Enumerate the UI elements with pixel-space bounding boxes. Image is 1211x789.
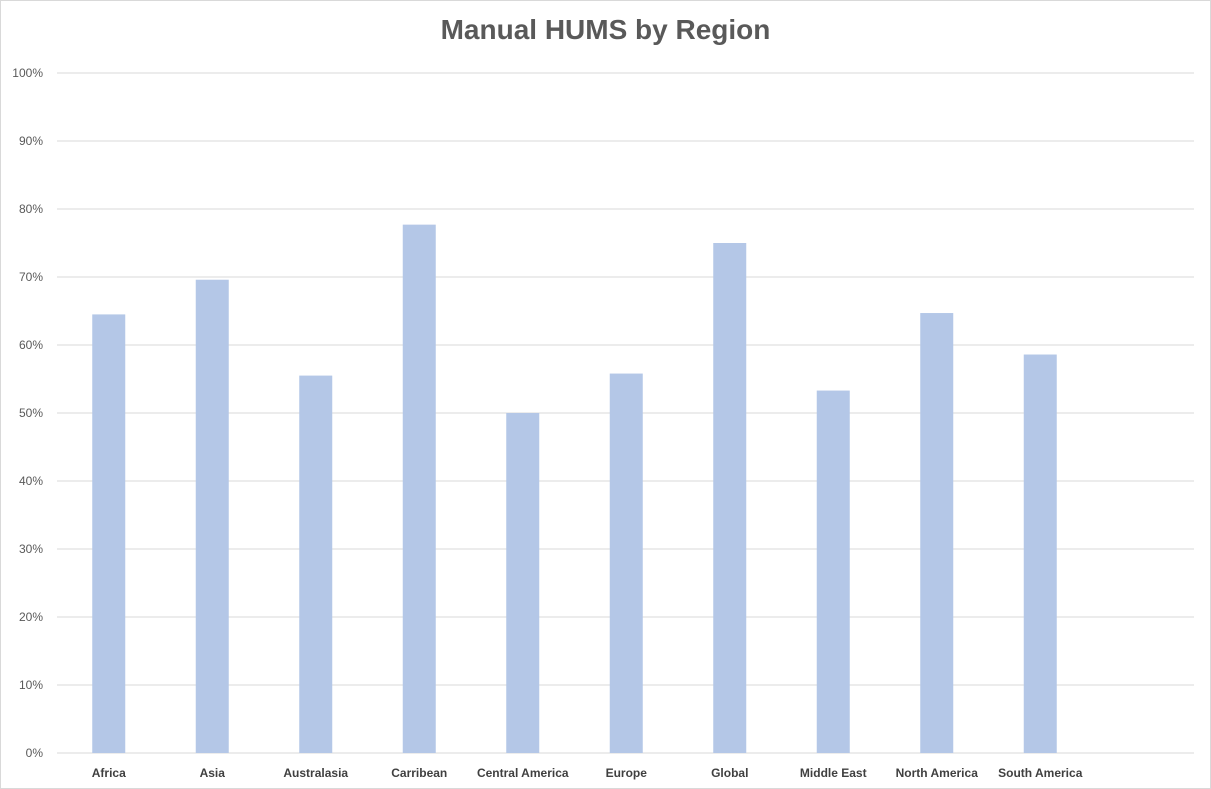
- bar-south-america: [1023, 354, 1057, 753]
- x-tick-label: South America: [998, 766, 1083, 780]
- y-tick-label: 40%: [19, 474, 43, 488]
- y-tick-label: 30%: [19, 542, 43, 556]
- x-tick-label: Global: [711, 766, 748, 780]
- bar-global: [713, 243, 747, 753]
- y-tick-label: 50%: [19, 406, 43, 420]
- bar-north-america: [920, 313, 954, 753]
- y-tick-label: 100%: [12, 66, 43, 80]
- x-tick-label: North America: [896, 766, 979, 780]
- x-tick-label: Middle East: [800, 766, 867, 780]
- x-tick-label: Europe: [606, 766, 648, 780]
- bar-africa: [92, 314, 126, 753]
- y-tick-label: 10%: [19, 678, 43, 692]
- x-tick-label: Africa: [92, 766, 126, 780]
- y-tick-label: 90%: [19, 134, 43, 148]
- x-tick-label: Australasia: [283, 766, 348, 780]
- bar-central-america: [506, 413, 540, 753]
- x-tick-label: Asia: [200, 766, 226, 780]
- y-tick-label: 80%: [19, 202, 43, 216]
- y-tick-label: 0%: [26, 746, 44, 760]
- y-tick-label: 20%: [19, 610, 43, 624]
- bar-carribean: [402, 224, 436, 753]
- bar-europe: [609, 373, 643, 753]
- bar-asia: [195, 279, 229, 753]
- chart-title: Manual HUMS by Region: [440, 14, 771, 45]
- y-tick-label: 60%: [19, 338, 43, 352]
- y-tick-label: 70%: [19, 270, 43, 284]
- bar-middle-east: [816, 390, 850, 753]
- x-tick-label: Central America: [477, 766, 569, 780]
- x-tick-label: Carribean: [391, 766, 447, 780]
- bar-australasia: [299, 375, 333, 753]
